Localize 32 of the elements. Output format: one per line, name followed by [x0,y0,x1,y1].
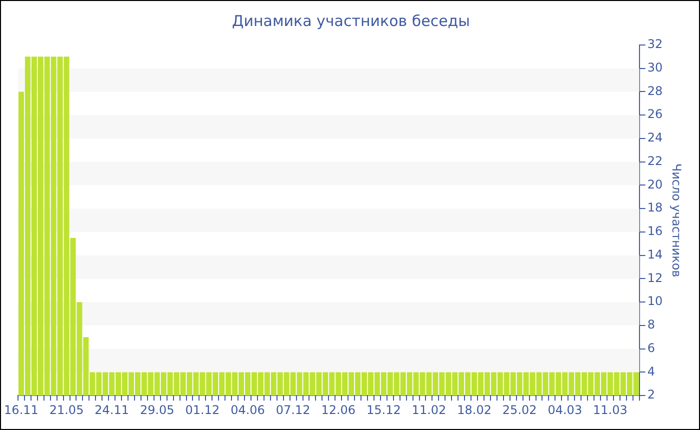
chart-title: Динамика участников беседы [232,12,470,30]
y-tick-label: 12 [647,270,663,285]
y-tick-label: 28 [647,84,663,98]
x-tick-label: 04.03 [548,402,582,417]
x-tick-label: 11.02 [412,402,446,417]
x-tick-label: 07.12 [276,402,310,417]
x-tick-label: 11.03 [593,402,628,417]
x-tick-label: 12.06 [321,402,356,417]
y-tick-label: 8 [647,318,655,332]
x-tick-label: 24.11 [94,402,130,417]
y-tick-label: 32 [647,37,663,52]
x-tick-label: 16.11 [4,402,38,417]
x-tick-label: 21.05 [49,402,84,417]
y-tick-label: 10 [647,294,663,308]
y-tick-label: 16 [647,224,663,238]
x-tick-label: 25.02 [502,402,537,417]
y-tick-label: 6 [647,340,655,355]
y-tick-label: 22 [647,154,663,168]
y-axis-title: Число участников [670,163,684,278]
y-tick-label: 24 [647,130,663,145]
x-tick-label: 01.12 [185,402,220,417]
y-tick-label: 4 [647,364,655,378]
y-tick-label: 20 [647,177,663,192]
y-tick-label: 30 [647,60,663,74]
y-tick-label: 2 [647,388,655,402]
y-tick-label: 26 [647,107,663,122]
y-tick-label: 18 [647,200,663,215]
x-tick-label: 18.02 [457,402,492,417]
y-tick-label: 14 [647,247,663,262]
x-tick-label: 29.05 [140,402,174,417]
x-tick-label: 04.06 [230,402,265,417]
x-tick-label: 15.12 [366,402,401,417]
